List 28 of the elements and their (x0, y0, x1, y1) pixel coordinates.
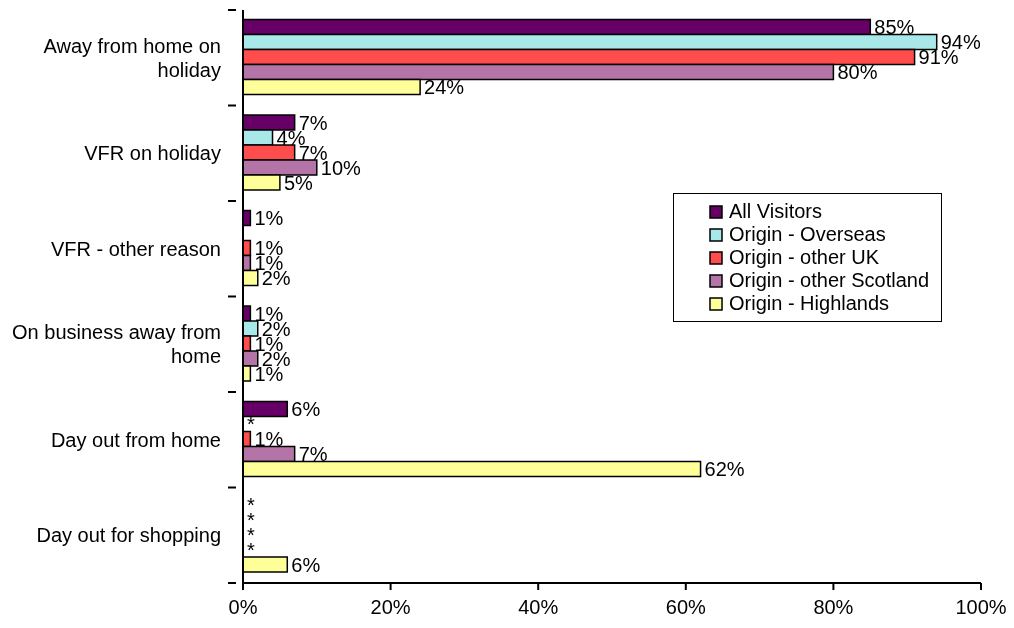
x-tick-label: 0% (228, 596, 258, 619)
y-tick-label: On business away from home (12, 321, 221, 368)
y-tick-label: Away from home on holiday (43, 34, 221, 81)
y-tick-label: Day out for shopping (36, 524, 221, 547)
y-tick-label: VFR - other reason (50, 237, 221, 260)
legend-label: Origin - other Scotland (729, 269, 930, 292)
y-tick-label: Day out from home (50, 428, 221, 451)
x-tick-label: 20% (370, 596, 411, 619)
data-label: 5% (283, 171, 314, 194)
x-tick-label: 80% (813, 596, 854, 619)
data-label: 62% (704, 458, 745, 481)
data-label: 85% (874, 16, 915, 39)
data-label: 6% (291, 553, 321, 576)
legend-label: All Visitors (729, 200, 822, 223)
data-label: 1% (254, 207, 284, 230)
legend-label: Origin - Overseas (729, 223, 886, 246)
x-tick-label: 100% (955, 596, 1007, 619)
data-label: 24% (424, 76, 465, 99)
legend-label: Origin - other UK (729, 246, 880, 269)
data-label: 80% (837, 61, 878, 84)
text: * (247, 413, 255, 436)
legend-label: Origin - Highlands (729, 292, 890, 315)
data-label: 6% (291, 398, 321, 421)
x-tick-label: 40% (518, 596, 559, 619)
data-label: 1% (254, 428, 284, 451)
data-label: 7% (298, 443, 328, 466)
x-tick-label: 60% (665, 596, 707, 619)
y-tick-label: VFR on holiday (84, 142, 221, 165)
